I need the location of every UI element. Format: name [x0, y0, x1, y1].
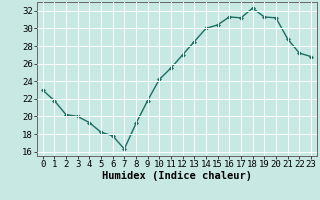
- X-axis label: Humidex (Indice chaleur): Humidex (Indice chaleur): [102, 171, 252, 181]
